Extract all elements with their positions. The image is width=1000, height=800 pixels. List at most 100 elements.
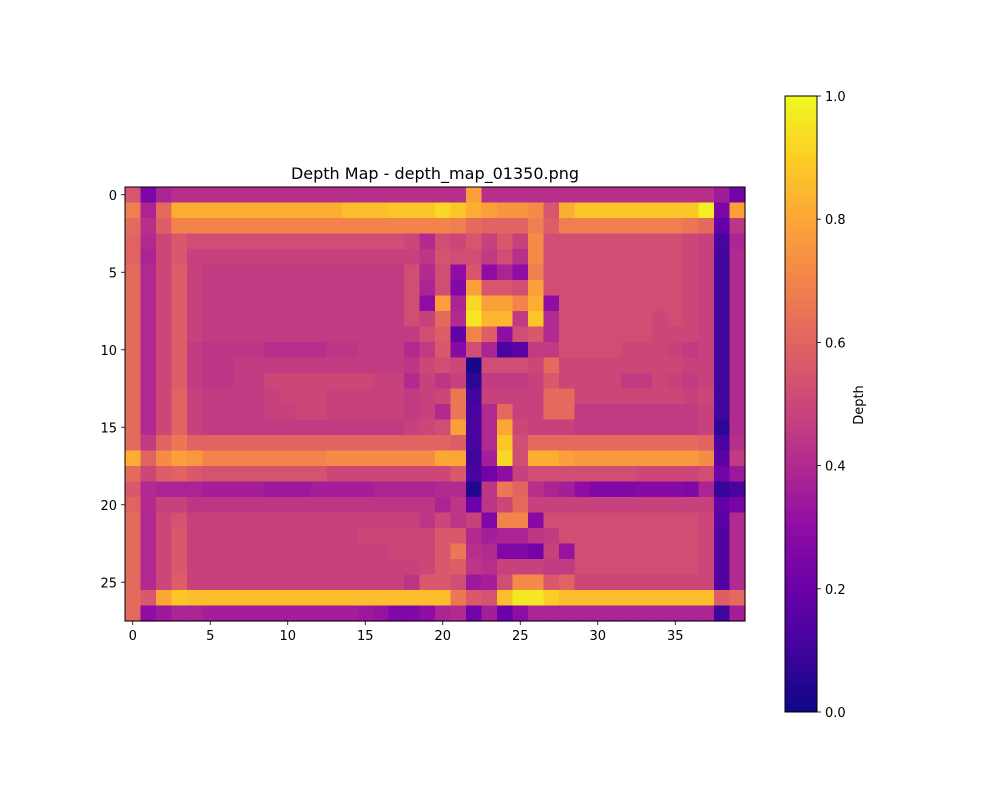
heatmap-cell [729,202,746,219]
heatmap-cell [714,481,731,498]
heatmap-cell [481,559,498,576]
heatmap-cell [202,559,219,576]
heatmap-cell [249,497,266,514]
heatmap-cell [605,373,622,390]
heatmap-cell [187,249,204,266]
heatmap-cell [497,528,514,545]
heatmap-cell [264,264,281,281]
heatmap-cell [698,574,715,591]
heatmap-cell [233,388,250,405]
heatmap-cell [249,605,266,622]
colorbar-tick-label: 0.8 [825,213,846,228]
heatmap-cell [605,512,622,529]
heatmap-cell [497,543,514,560]
heatmap-cell [714,590,731,607]
heatmap-cell [481,187,498,204]
heatmap-cell [652,559,669,576]
heatmap-cell [590,512,607,529]
heatmap-cell [481,574,498,591]
heatmap-cell [156,435,173,452]
heatmap-cell [233,311,250,328]
heatmap-cell [621,233,638,250]
heatmap-cell [435,590,452,607]
heatmap-cell [435,311,452,328]
heatmap-cell [202,590,219,607]
heatmap-cell [342,574,359,591]
heatmap-cell [590,373,607,390]
heatmap-cell [295,574,312,591]
heatmap-cell [698,543,715,560]
heatmap-cell [528,326,545,343]
heatmap-cell [373,466,390,483]
heatmap-cell [202,373,219,390]
heatmap-cell [435,187,452,204]
heatmap-cell [528,435,545,452]
heatmap-cell [280,187,297,204]
heatmap-cell [652,187,669,204]
heatmap-cell [528,249,545,266]
heatmap-cell [636,574,653,591]
heatmap-cell [202,528,219,545]
heatmap-cell [233,295,250,312]
heatmap-cell [125,218,142,235]
heatmap-cell [497,404,514,421]
heatmap-cell [326,342,343,359]
heatmap-cell [574,574,591,591]
heatmap-cell [233,497,250,514]
heatmap-cell [326,404,343,421]
heatmap-cell [435,342,452,359]
heatmap-cell [295,388,312,405]
heatmap-cell [373,528,390,545]
heatmap-cell [233,450,250,467]
heatmap-cell [667,528,684,545]
heatmap-cell [512,326,529,343]
heatmap-cell [559,342,576,359]
heatmap-cell [264,280,281,297]
heatmap-cell [342,419,359,436]
heatmap-cell [311,419,328,436]
heatmap-cell [574,311,591,328]
heatmap-cell [357,419,374,436]
heatmap-cell [698,264,715,281]
heatmap-cell [466,435,483,452]
heatmap-cell [295,466,312,483]
x-tick-label: 0 [129,629,137,644]
heatmap-cell [574,419,591,436]
heatmap-cell [125,543,142,560]
heatmap-cell [171,218,188,235]
heatmap-cell [667,388,684,405]
heatmap-cell [574,605,591,622]
heatmap-cell [621,574,638,591]
heatmap-cell [388,280,405,297]
heatmap-cell [466,450,483,467]
heatmap-cell [202,450,219,467]
heatmap-cell [466,574,483,591]
heatmap-cell [729,218,746,235]
heatmap-cell [264,435,281,452]
heatmap-cell [419,202,436,219]
heatmap-cell [621,605,638,622]
heatmap-cell [466,342,483,359]
heatmap-cell [218,481,235,498]
heatmap-cell [435,497,452,514]
heatmap-cell [559,202,576,219]
heatmap-cell [357,202,374,219]
heatmap-cell [466,481,483,498]
heatmap-cell [311,233,328,250]
heatmap-cell [125,450,142,467]
heatmap-cell [218,466,235,483]
heatmap-cell [295,202,312,219]
heatmap-cell [590,559,607,576]
heatmap-cell [249,590,266,607]
heatmap-cell [264,233,281,250]
heatmap-cell [295,264,312,281]
heatmap-cell [481,543,498,560]
heatmap-cell [140,574,157,591]
heatmap-cell [435,481,452,498]
heatmap-cell [202,605,219,622]
heatmap-cell [156,280,173,297]
heatmap-cell [218,590,235,607]
heatmap-cell [311,326,328,343]
heatmap-cell [497,218,514,235]
